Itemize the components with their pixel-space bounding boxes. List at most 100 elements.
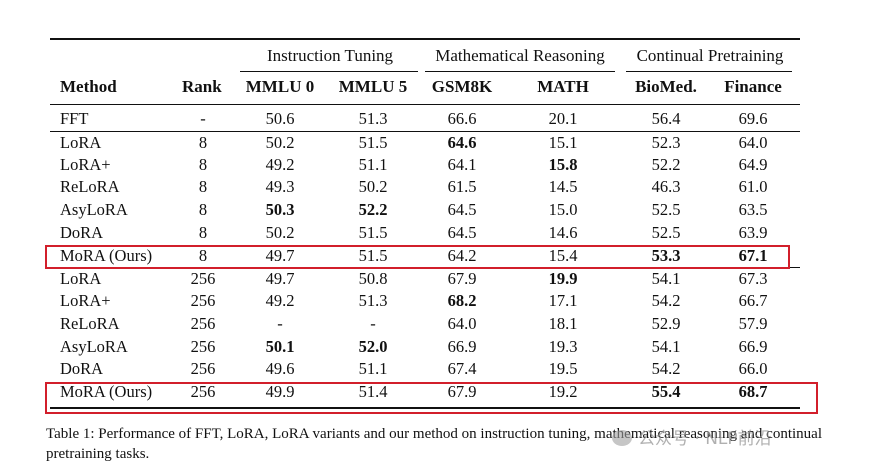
cell-math: 19.9 [548, 269, 578, 288]
column-header-mmlu0: MMLU 0 [245, 77, 315, 96]
table-row: ReLoRA 256 - - 64.0 18.1 52.9 57.9 [0, 314, 892, 336]
cell-method: MoRA (Ours) [60, 246, 153, 265]
cell-method: AsyLoRA [60, 337, 128, 356]
cell-math: 14.6 [548, 223, 578, 242]
column-header-gsm8k: GSM8K [431, 77, 493, 96]
cell-finance: 61.0 [738, 177, 768, 196]
cell-gsm8k: 64.5 [447, 223, 477, 242]
cell-rank: 256 [190, 337, 216, 356]
watermark: 公众号 · NLP前沿 [612, 424, 772, 449]
cell-math: 19.2 [548, 382, 578, 401]
cell-rank: 256 [190, 359, 216, 378]
table-row: MoRA (Ours) 8 49.7 51.5 64.2 15.4 53.3 67.1 [0, 246, 892, 268]
table-row: DoRA 256 49.6 51.1 67.4 19.5 54.2 66.0 [0, 359, 892, 381]
cell-rank: 8 [198, 155, 208, 174]
table-row: AsyLoRA 8 50.3 52.2 64.5 15.0 52.5 63.5 [0, 200, 892, 222]
cell-mmlu0: 50.6 [265, 109, 295, 128]
cell-rank: 8 [198, 133, 208, 152]
cell-math: 17.1 [548, 291, 578, 310]
cell-finance: 67.3 [738, 269, 768, 288]
cell-biomed: 46.3 [651, 177, 681, 196]
cell-mmlu0: 50.1 [265, 337, 295, 356]
table-row: LoRA 8 50.2 51.5 64.6 15.1 52.3 64.0 [0, 133, 892, 155]
cell-mmlu0: 49.3 [265, 177, 295, 196]
cell-method: LoRA [60, 269, 102, 288]
cell-method: FFT [60, 109, 89, 128]
group-header-continual-pretraining: Continual Pretraining [636, 46, 784, 65]
cell-method: LoRA+ [60, 291, 111, 310]
table-bottom-rule [50, 407, 800, 409]
cell-rank: - [200, 109, 206, 128]
table-row: AsyLoRA 256 50.1 52.0 66.9 19.3 54.1 66.9 [0, 337, 892, 359]
column-header-finance: Finance [724, 77, 782, 96]
wechat-icon [612, 430, 632, 446]
cell-mmlu5: 50.2 [358, 177, 388, 196]
cell-finance: 64.9 [738, 155, 768, 174]
cell-gsm8k: 64.1 [447, 155, 477, 174]
cell-mmlu5: 51.5 [358, 133, 388, 152]
cell-gsm8k: 64.6 [447, 133, 477, 152]
cell-gsm8k: 67.9 [447, 269, 477, 288]
cell-mmlu0: 50.2 [265, 133, 295, 152]
cell-math: 19.5 [548, 359, 578, 378]
cell-math: 20.1 [548, 109, 578, 128]
cell-method: ReLoRA [60, 177, 120, 196]
group-underline-instruction-tuning [240, 71, 418, 72]
cell-gsm8k: 67.9 [447, 382, 477, 401]
cell-finance: 66.0 [738, 359, 768, 378]
fft-separator-rule [50, 131, 800, 132]
cell-rank: 256 [190, 314, 216, 333]
group-underline-mathematical-reasoning [425, 71, 615, 72]
column-header-math: MATH [537, 77, 589, 96]
group-header-instruction-tuning: Instruction Tuning [266, 46, 394, 65]
cell-mmlu5: - [370, 314, 376, 333]
column-header-method: Method [60, 77, 117, 96]
cell-rank: 8 [198, 177, 208, 196]
cell-rank: 256 [190, 269, 216, 288]
cell-biomed: 52.2 [651, 155, 681, 174]
cell-gsm8k: 61.5 [447, 177, 477, 196]
cell-method: LoRA+ [60, 155, 111, 174]
cell-math: 14.5 [548, 177, 578, 196]
table-row: ReLoRA 8 49.3 50.2 61.5 14.5 46.3 61.0 [0, 177, 892, 199]
cell-gsm8k: 64.0 [447, 314, 477, 333]
cell-biomed: 54.1 [651, 337, 681, 356]
cell-biomed: 53.3 [651, 246, 681, 265]
cell-gsm8k: 64.5 [447, 200, 477, 219]
cell-gsm8k: 64.2 [447, 246, 477, 265]
cell-mmlu0: 49.7 [265, 246, 295, 265]
cell-rank: 256 [190, 291, 216, 310]
highlight-box-mora-rank-8 [45, 245, 790, 269]
cell-mmlu0: 50.2 [265, 223, 295, 242]
table-row: LoRA+ 8 49.2 51.1 64.1 15.8 52.2 64.9 [0, 155, 892, 177]
group-header-mathematical-reasoning: Mathematical Reasoning [435, 46, 605, 65]
cell-biomed: 52.5 [651, 200, 681, 219]
cell-finance: 63.5 [738, 200, 768, 219]
column-header-biomed: BioMed. [635, 77, 697, 96]
cell-mmlu5: 52.0 [358, 337, 388, 356]
cell-finance: 68.7 [738, 382, 768, 401]
cell-gsm8k: 67.4 [447, 359, 477, 378]
header-rule [50, 104, 800, 105]
cell-method: DoRA [60, 223, 104, 242]
cell-math: 15.8 [548, 155, 578, 174]
cell-gsm8k: 66.6 [447, 109, 477, 128]
cell-biomed: 52.3 [651, 133, 681, 152]
cell-biomed: 52.5 [651, 223, 681, 242]
cell-biomed: 54.2 [651, 359, 681, 378]
cell-rank: 8 [198, 246, 208, 265]
cell-mmlu0: 49.9 [265, 382, 295, 401]
cell-method: AsyLoRA [60, 200, 128, 219]
table-row: MoRA (Ours) 256 49.9 51.4 67.9 19.2 55.4 68.7 [0, 382, 892, 404]
table-row: FFT - 50.6 51.3 66.6 20.1 56.4 69.6 [0, 109, 892, 131]
cell-mmlu5: 51.1 [358, 359, 388, 378]
group-underline-continual-pretraining [626, 71, 792, 72]
cell-mmlu5: 51.3 [358, 291, 388, 310]
cell-method: LoRA [60, 133, 102, 152]
cell-finance: 57.9 [738, 314, 768, 333]
cell-mmlu0: 50.3 [265, 200, 295, 219]
cell-biomed: 56.4 [651, 109, 681, 128]
table-row: LoRA 256 49.7 50.8 67.9 19.9 54.1 67.3 [0, 269, 892, 291]
cell-finance: 66.7 [738, 291, 768, 310]
cell-mmlu0: 49.6 [265, 359, 295, 378]
